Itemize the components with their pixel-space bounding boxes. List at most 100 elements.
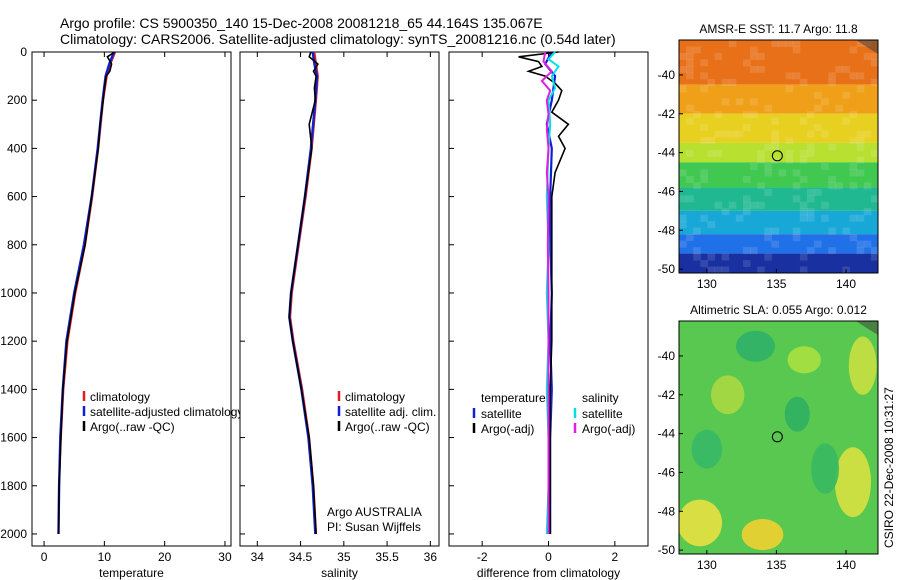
sst-texture-cell — [679, 221, 687, 229]
sst-texture-cell — [863, 240, 872, 248]
legend-entry: Argo(-adj) — [481, 422, 534, 436]
sst-texture-cell — [686, 117, 694, 125]
sst-texture-cell — [707, 150, 716, 157]
sst-band — [679, 253, 878, 273]
legend-entry: satellite adj. clim. — [345, 405, 436, 419]
sst-texture-cell — [742, 208, 751, 216]
sst-texture-cell — [757, 150, 765, 157]
sst-texture-cell — [771, 130, 779, 138]
x-tick-label: 35.5 — [375, 550, 399, 564]
sst-texture-cell — [814, 188, 822, 196]
legend-entry: satellite-adjusted climatology — [90, 405, 243, 419]
sst-texture-cell — [863, 182, 872, 190]
sst-texture-cell — [686, 52, 694, 60]
map-x-tick-label: 130 — [697, 277, 717, 291]
argo-location-marker — [771, 431, 783, 443]
sst-map-panel: AMSR-E SST: 11.7 Argo: 11.8 130 135 140 -40 -… — [658, 22, 879, 291]
legend-entry: satellite — [481, 407, 522, 421]
sst-texture-cell — [856, 247, 865, 255]
sst-texture-cell — [849, 214, 858, 222]
sst-texture-cell — [742, 247, 751, 255]
sst-texture-cell — [750, 111, 758, 119]
sst-texture-cell — [792, 195, 801, 203]
y-tick-label: 1600 — [0, 431, 27, 445]
sst-texture-cell — [693, 253, 701, 261]
sst-texture-cell — [693, 111, 701, 119]
sla-blob — [711, 375, 745, 415]
sst-texture-cell — [750, 98, 758, 106]
map-frame — [678, 320, 879, 555]
sst-texture-cell — [842, 117, 851, 125]
sla-blob — [741, 519, 784, 551]
sst-texture-cell — [700, 85, 708, 93]
sst-texture-cell — [870, 78, 878, 86]
sla-blob — [691, 429, 723, 469]
sst-texture-cell — [750, 65, 758, 73]
map-y-tick-label: -42 — [658, 388, 676, 402]
sst-texture-cell — [785, 137, 794, 145]
sst-band — [679, 142, 878, 163]
sst-texture-cell — [764, 143, 772, 151]
sst-texture-cell — [799, 208, 808, 216]
sst-texture-cell — [721, 266, 730, 273]
sst-texture-cell — [771, 40, 779, 47]
sst-texture-cell — [785, 85, 794, 93]
sst-texture-cell — [856, 214, 865, 222]
sst-texture-cell — [686, 65, 694, 73]
sst-texture-cell — [814, 124, 822, 132]
plot-frame — [31, 51, 232, 547]
sst-texture-cell — [792, 40, 801, 47]
coastline-mark — [856, 321, 878, 335]
sst-texture-cell — [714, 130, 723, 138]
y-tick-label: 1800 — [0, 479, 27, 493]
sst-texture-cell — [842, 227, 851, 235]
sst-texture-cell — [806, 143, 815, 151]
sst-texture-cell — [828, 72, 836, 80]
sst-texture-cell — [686, 175, 694, 183]
sst-texture-cell — [792, 182, 801, 190]
sst-texture-cell — [750, 162, 758, 170]
sst-texture-cell — [707, 253, 716, 261]
x-axis-label: salinity — [321, 566, 358, 580]
sst-texture-cell — [856, 72, 865, 80]
sst-texture-cell — [735, 214, 744, 222]
sst-texture-cell — [806, 208, 815, 216]
map-y-tick-label: -42 — [658, 107, 676, 121]
sst-texture-cell — [707, 266, 716, 273]
x-tick-label: 34 — [251, 550, 265, 564]
salinity-profile-panel: 34 34.5 35 35.5 36 salinity climatologysatelli… — [239, 51, 440, 580]
sst-texture-cell — [714, 52, 723, 60]
sst-texture-cell — [856, 143, 865, 151]
sst-texture-cell — [742, 195, 751, 203]
sst-texture-cell — [757, 266, 765, 273]
sst-texture-cell — [750, 52, 758, 60]
map-y-tick-label: -44 — [658, 427, 676, 441]
sst-texture-cell — [728, 40, 737, 47]
x-tick-label: 30 — [218, 550, 232, 564]
sst-texture-cell — [856, 130, 865, 138]
sst-texture-cell — [792, 72, 801, 80]
sst-texture-cell — [757, 201, 765, 209]
sst-texture-cell — [785, 40, 794, 47]
sst-band — [679, 234, 878, 254]
sst-texture-cell — [814, 240, 822, 248]
sst-texture-cell — [828, 143, 836, 151]
sst-texture-cell — [764, 162, 772, 170]
sst-texture-cell — [792, 227, 801, 235]
sst-texture-cell — [849, 182, 858, 190]
y-tick-label: 1200 — [0, 334, 27, 348]
legend-entry: Argo(..raw -QC) — [90, 420, 175, 434]
sla-blob — [787, 346, 821, 374]
legend-entry: satellite — [582, 407, 623, 421]
y-tick-label: 400 — [7, 141, 27, 155]
sst-texture-cell — [700, 260, 708, 268]
map-field — [679, 40, 878, 273]
sst-texture-cell — [856, 156, 865, 164]
y-tick-label: 200 — [7, 93, 27, 107]
sst-texture-cell — [799, 156, 808, 164]
map-title: Altimetric SLA: 0.055 Argo: 0.012 — [690, 303, 867, 317]
sst-texture-cell — [828, 227, 836, 235]
x-tick-label: 35 — [337, 550, 351, 564]
sst-texture-cell — [849, 169, 858, 177]
